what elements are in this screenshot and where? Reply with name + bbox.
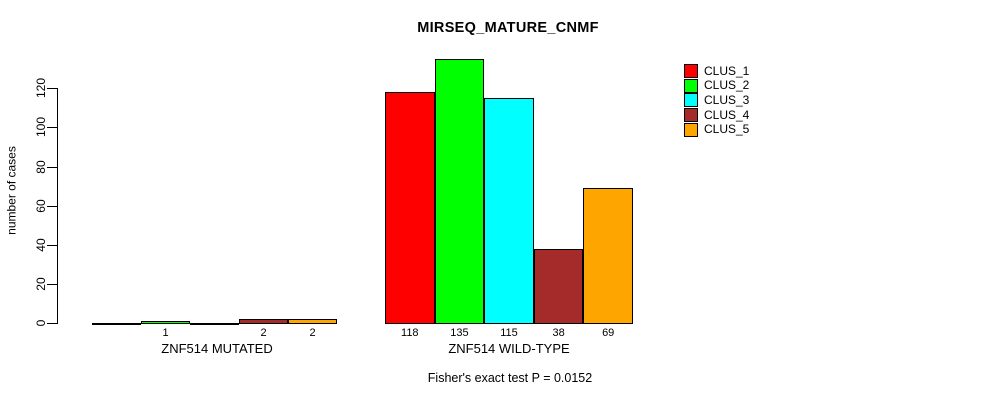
y-axis-tick [47, 206, 57, 207]
bar-value-label: 135 [450, 327, 469, 339]
bar-clus_3-group2 [484, 98, 534, 324]
bar-clus_5-group1 [288, 319, 337, 324]
y-axis-label: number of cases [4, 146, 19, 235]
bar-value-label: 2 [260, 327, 267, 339]
bar-clus_1-group1 [92, 323, 141, 325]
legend-label: CLUS_5 [704, 122, 750, 137]
y-axis-tick-label: 80 [34, 160, 48, 174]
bar-value-label: 69 [602, 327, 615, 339]
y-axis-tick [47, 245, 57, 246]
legend-label: CLUS_2 [704, 78, 750, 93]
bar-clus_1-group2 [385, 92, 435, 324]
bar-value-label: 2 [309, 327, 316, 339]
legend-item: CLUS_2 [684, 78, 750, 94]
bar-clus_2-group2 [434, 59, 485, 324]
y-axis-tick-label: 0 [34, 319, 48, 327]
y-axis-tick [47, 88, 57, 89]
annotation-pvalue: Fisher's exact test P = 0.0152 [427, 371, 593, 385]
bar-clus_5-group2 [583, 188, 633, 324]
x-axis-category-label: ZNF514 MUTATED [161, 341, 273, 356]
bar-clus_4-group2 [533, 249, 584, 324]
y-axis-tick-label: 20 [34, 277, 48, 291]
y-axis-tick [47, 323, 57, 324]
legend-swatch-icon [684, 93, 698, 108]
y-axis-line [57, 88, 58, 324]
legend: CLUS_1 CLUS_2 CLUS_3 CLUS_4 CLUS_5 [684, 64, 749, 137]
y-axis-tick-label: 60 [34, 199, 48, 213]
chart-title: MIRSEQ_MATURE_CNMF [417, 20, 599, 36]
legend-label: CLUS_3 [704, 92, 750, 107]
y-axis-tick-label: 100 [34, 116, 48, 138]
y-axis-tick [47, 167, 57, 168]
bar-value-label: 118 [401, 327, 419, 339]
bar-value-label: 1 [162, 327, 169, 339]
legend-item: CLUS_5 [684, 122, 749, 137]
legend-label: CLUS_1 [704, 63, 750, 78]
y-axis-tick-label: 40 [34, 238, 48, 252]
legend-swatch-icon [684, 108, 698, 123]
bar-value-label: 115 [500, 327, 518, 339]
bar-clus_4-group1 [239, 319, 288, 324]
legend-label: CLUS_4 [704, 107, 750, 122]
legend-swatch-icon [684, 122, 698, 137]
legend-item: CLUS_4 [684, 108, 749, 123]
bar-clus_3-group1 [190, 323, 239, 325]
x-axis-category-label: ZNF514 WILD-TYPE [448, 341, 570, 356]
bar-value-label: 38 [552, 327, 565, 339]
legend-item: CLUS_1 [684, 64, 749, 79]
legend-swatch-icon [684, 78, 698, 93]
legend-item: CLUS_3 [684, 93, 749, 108]
legend-swatch-icon [684, 64, 698, 79]
y-axis-tick-label: 120 [34, 77, 48, 99]
y-axis-tick [47, 284, 57, 285]
bar-clus_2-group1 [141, 321, 190, 324]
y-axis-tick [47, 127, 57, 128]
